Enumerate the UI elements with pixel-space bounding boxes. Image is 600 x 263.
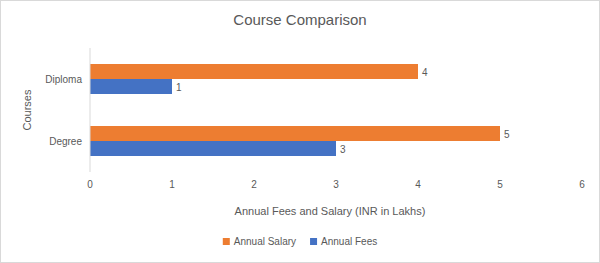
category-label: Diploma [45,74,82,85]
x-tick-label: 0 [87,179,93,190]
data-label: 5 [504,129,510,140]
x-tick-label: 5 [497,179,503,190]
category-label: Degree [49,136,82,147]
data-label: 4 [422,67,428,78]
chart-title: Course Comparison [233,11,366,28]
x-tick-label: 3 [333,179,339,190]
data-label: 3 [340,144,346,155]
legend-swatch [223,238,230,245]
data-labels: 5 4 3 1 [176,67,510,155]
x-axis-title: Annual Fees and Salary (INR in Lakhs) [235,205,426,217]
x-tick-label: 6 [579,179,585,190]
bar [90,141,336,156]
x-tick-label: 2 [251,179,257,190]
chart-container: Course Comparison5431DegreeDiploma012345… [0,0,600,263]
y-axis-title: Courses [21,89,33,130]
legend: Annual Salary Annual Fees [223,236,377,247]
data-label: 1 [176,82,182,93]
chart-border [1,1,600,263]
chart-svg: Course Comparison5431DegreeDiploma012345… [0,0,600,263]
x-tick-label: 1 [169,179,175,190]
bar [90,64,418,79]
legend-label: Annual Salary [234,236,296,247]
legend-label: Annual Fees [321,236,377,247]
x-tick-label: 4 [415,179,421,190]
legend-swatch [310,238,317,245]
bar [90,126,500,141]
bar [90,79,172,94]
bars [90,64,500,156]
y-axis-line [90,48,91,172]
